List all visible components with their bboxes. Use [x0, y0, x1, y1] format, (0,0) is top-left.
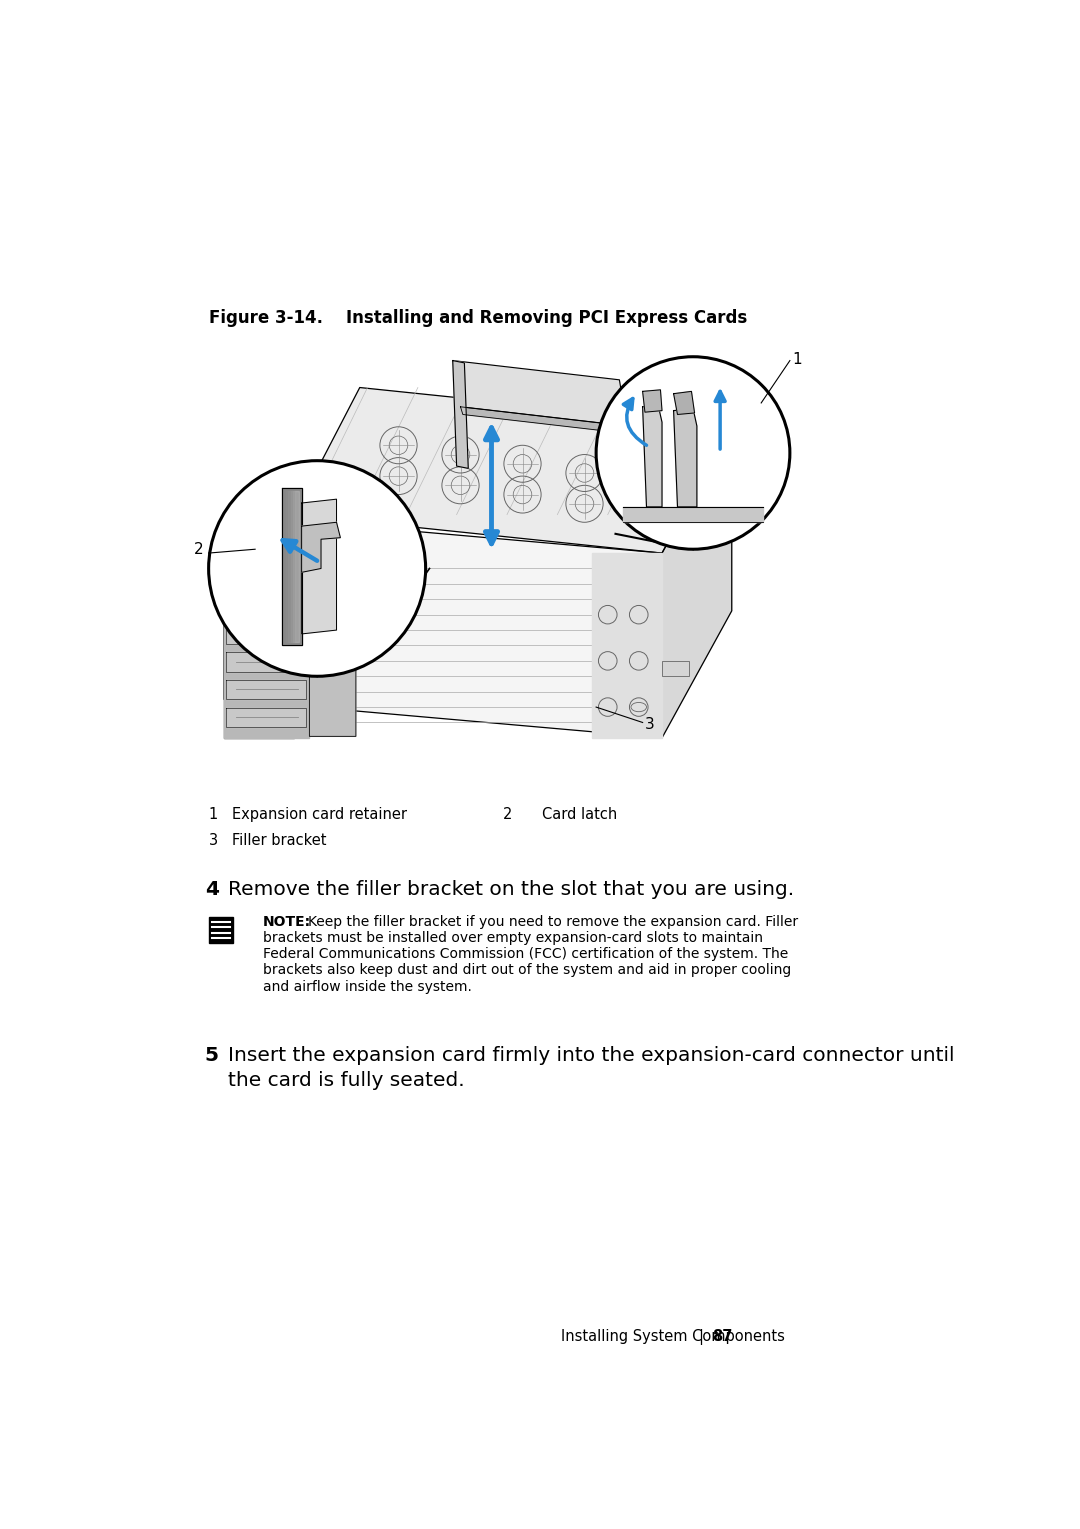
Text: the card is fully seated.: the card is fully seated. [228, 1070, 464, 1090]
Text: Insert the expansion card firmly into the expansion-card connector until: Insert the expansion card firmly into th… [228, 1046, 955, 1064]
Text: |: | [699, 1329, 703, 1346]
Polygon shape [301, 523, 340, 572]
Polygon shape [227, 625, 306, 644]
Bar [662, 661, 689, 676]
Polygon shape [460, 407, 630, 434]
Text: 3: 3 [208, 833, 218, 847]
Polygon shape [643, 390, 662, 413]
Polygon shape [225, 523, 309, 739]
Polygon shape [227, 653, 306, 671]
Text: 2: 2 [193, 541, 203, 557]
Text: Expansion card retainer: Expansion card retainer [232, 807, 407, 823]
Text: and airflow inside the system.: and airflow inside the system. [262, 980, 472, 994]
Polygon shape [294, 387, 732, 553]
Text: Federal Communications Commission (FCC) certification of the system. The: Federal Communications Commission (FCC) … [262, 948, 788, 962]
Text: 4: 4 [205, 881, 219, 899]
Polygon shape [453, 361, 627, 427]
Text: 87: 87 [713, 1329, 732, 1344]
Text: 1: 1 [208, 807, 218, 823]
Polygon shape [227, 680, 306, 699]
Text: Remove the filler bracket on the slot that you are using.: Remove the filler bracket on the slot th… [228, 881, 794, 899]
Polygon shape [225, 515, 294, 739]
Polygon shape [227, 596, 306, 616]
Text: Keep the filler bracket if you need to remove the expansion card. Filler: Keep the filler bracket if you need to r… [308, 914, 798, 930]
Text: Installing System Components: Installing System Components [562, 1329, 785, 1344]
Circle shape [208, 460, 426, 676]
Circle shape [596, 356, 789, 549]
Polygon shape [286, 491, 299, 642]
Polygon shape [674, 408, 697, 508]
Text: Filler bracket: Filler bracket [232, 833, 326, 847]
Polygon shape [227, 541, 306, 561]
Text: Card latch: Card latch [542, 807, 617, 823]
Polygon shape [296, 491, 299, 642]
Polygon shape [282, 488, 301, 645]
Polygon shape [643, 405, 662, 508]
Text: brackets must be installed over empty expansion-card slots to maintain: brackets must be installed over empty ex… [262, 931, 762, 945]
Polygon shape [309, 523, 356, 737]
Text: 5: 5 [205, 1046, 219, 1064]
Polygon shape [227, 708, 306, 728]
Polygon shape [674, 391, 694, 414]
Polygon shape [293, 491, 299, 642]
Text: brackets also keep dust and dirt out of the system and aid in proper cooling: brackets also keep dust and dirt out of … [262, 963, 792, 977]
Text: Figure 3-14.    Installing and Removing PCI Express Cards: Figure 3-14. Installing and Removing PCI… [208, 309, 747, 327]
Text: NOTE:: NOTE: [262, 914, 311, 930]
Polygon shape [227, 569, 306, 589]
Text: 1: 1 [793, 352, 801, 367]
Polygon shape [208, 916, 233, 943]
Polygon shape [301, 498, 337, 635]
Text: 3: 3 [645, 717, 654, 731]
Polygon shape [453, 361, 469, 468]
Polygon shape [225, 515, 662, 739]
Text: 2: 2 [503, 807, 513, 823]
Polygon shape [288, 491, 299, 642]
Polygon shape [662, 427, 732, 739]
Polygon shape [291, 491, 299, 642]
Polygon shape [592, 553, 662, 739]
Polygon shape [623, 508, 762, 523]
